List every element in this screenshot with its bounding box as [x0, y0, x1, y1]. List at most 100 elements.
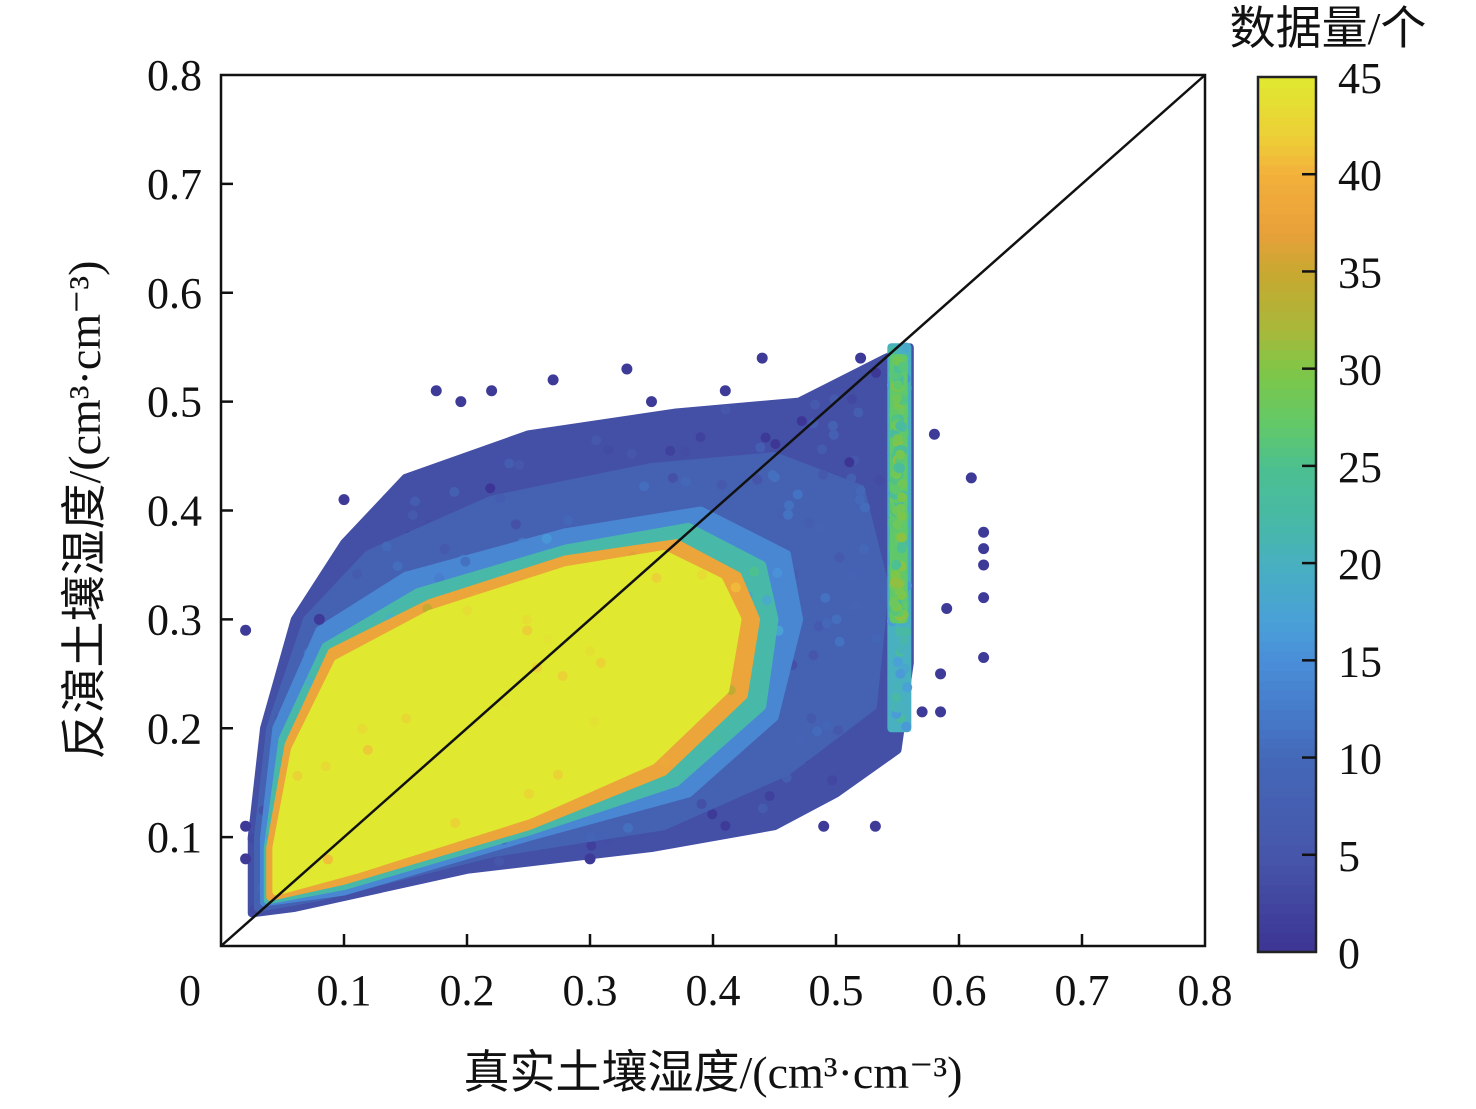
data-point — [827, 420, 838, 431]
colorbar-segment — [1258, 660, 1316, 672]
colorbar-segment — [1258, 932, 1316, 944]
data-point — [659, 756, 670, 767]
data-point — [891, 484, 902, 495]
data-point — [410, 496, 421, 507]
data-point — [850, 601, 861, 612]
data-point — [792, 489, 803, 500]
data-point — [874, 475, 885, 486]
colorbar-segment — [1258, 679, 1316, 691]
data-point — [869, 820, 881, 832]
data-point — [323, 854, 334, 865]
data-point — [834, 636, 845, 647]
colorbar-segment — [1258, 281, 1316, 292]
data-point — [894, 578, 905, 589]
data-point — [978, 559, 990, 571]
data-point — [834, 552, 845, 563]
colorbar-tick-label: 20 — [1338, 540, 1382, 589]
colorbar-segment — [1258, 728, 1316, 740]
data-point — [965, 472, 977, 484]
data-point — [898, 361, 909, 372]
y-tick-label: 0.3 — [147, 595, 202, 644]
colorbar-title: 数据量/个 — [1230, 3, 1427, 54]
data-point — [384, 809, 395, 820]
data-point — [651, 572, 662, 583]
data-point — [749, 566, 760, 577]
data-point — [818, 469, 829, 480]
data-point — [822, 720, 833, 731]
x-tick-label: 0.7 — [1055, 966, 1110, 1015]
y-tick-label: 0.2 — [147, 704, 202, 753]
colorbar-tick-label: 15 — [1338, 637, 1382, 686]
colorbar-segment — [1258, 689, 1316, 701]
data-point — [712, 732, 723, 743]
colorbar-segment — [1258, 329, 1316, 341]
data-point — [770, 439, 781, 450]
colorbar-segment — [1258, 777, 1316, 788]
data-point — [978, 592, 990, 604]
colorbar-segment — [1258, 757, 1316, 769]
colorbar-segment — [1258, 485, 1316, 497]
data-point — [591, 435, 602, 446]
data-point — [935, 668, 947, 680]
data-point — [730, 582, 741, 593]
data-point — [541, 737, 552, 748]
data-point — [828, 429, 839, 440]
data-point — [895, 668, 906, 679]
colorbar-segment — [1258, 339, 1316, 351]
data-point — [537, 784, 548, 795]
data-point — [821, 618, 832, 629]
colorbar-segment — [1258, 475, 1316, 487]
x-tick-label: 0.6 — [932, 966, 987, 1015]
colorbar-segment — [1258, 446, 1316, 458]
colorbar-segment — [1258, 183, 1316, 195]
data-point — [896, 511, 907, 522]
data-point — [858, 544, 869, 555]
data-point — [623, 822, 634, 833]
data-point — [896, 644, 907, 655]
data-point — [892, 434, 903, 445]
data-point — [894, 586, 905, 597]
colorbar-segment — [1258, 533, 1316, 545]
colorbar-segment — [1258, 456, 1316, 467]
data-point — [320, 761, 331, 772]
colorbar-segment — [1258, 806, 1316, 817]
data-point — [621, 363, 633, 375]
data-point — [810, 399, 821, 410]
data-point — [372, 832, 383, 843]
colorbar-segment — [1258, 718, 1316, 730]
data-point — [591, 615, 602, 626]
data-point — [543, 670, 554, 681]
data-point — [552, 769, 563, 780]
colorbar-segment — [1258, 436, 1316, 448]
data-point — [901, 721, 912, 732]
data-point — [813, 621, 824, 632]
data-point — [695, 432, 706, 443]
colorbar-segment — [1258, 883, 1316, 895]
colorbar-tick-label: 5 — [1338, 832, 1360, 881]
data-point — [521, 614, 532, 625]
data-point — [364, 851, 375, 862]
data-point — [439, 543, 450, 554]
data-point — [539, 694, 550, 705]
colorbar-segment — [1258, 495, 1316, 506]
colorbar-segment — [1258, 922, 1316, 934]
data-point — [928, 428, 940, 440]
colorbar-segment — [1258, 640, 1316, 652]
data-point — [462, 605, 473, 616]
data-point — [783, 509, 794, 520]
colorbar-segment — [1258, 835, 1316, 847]
colorbar-tick-label: 35 — [1338, 248, 1382, 297]
data-point — [707, 809, 718, 820]
data-point — [410, 788, 421, 799]
data-point — [430, 385, 442, 397]
data-point — [796, 416, 807, 427]
data-point — [895, 449, 906, 460]
data-point — [665, 445, 676, 456]
colorbar-segment — [1258, 125, 1316, 137]
data-point — [585, 646, 596, 657]
data-point — [855, 485, 866, 496]
data-point — [494, 856, 505, 867]
data-point — [769, 472, 780, 483]
y-tick-label: 0.8 — [147, 51, 202, 100]
